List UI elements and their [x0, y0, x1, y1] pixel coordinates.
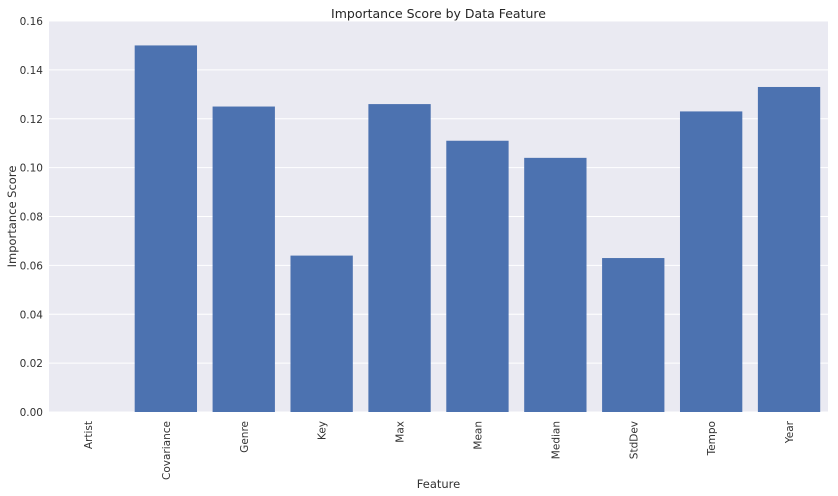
chart-title: Importance Score by Data Feature: [331, 6, 546, 21]
x-axis-label: Feature: [417, 477, 460, 491]
x-tick-label: StdDev: [628, 421, 640, 459]
y-tick-label: 0.12: [20, 114, 43, 126]
y-tick-label: 0.02: [20, 358, 43, 370]
y-tick-label: 0.14: [20, 65, 44, 77]
bar-genre: [212, 106, 275, 412]
bar-max: [368, 104, 431, 413]
y-tick-label: 0.10: [20, 163, 43, 175]
x-tick-label: Year: [784, 420, 796, 444]
x-tick-label: Genre: [239, 421, 251, 453]
bar-stddev: [602, 258, 665, 412]
bar-mean: [446, 140, 509, 412]
x-tick-label: Mean: [472, 421, 484, 450]
y-tick-label: 0.04: [20, 309, 44, 321]
x-tick-labels: Artist Covariance Genre Key Max Mean Median Std…: [83, 420, 796, 480]
bar-median: [524, 157, 587, 412]
bar-covariance: [134, 45, 198, 412]
y-tick-label: 0.16: [20, 16, 44, 28]
x-tick-label: Artist: [83, 421, 95, 449]
y-tick-label: 0.08: [20, 212, 43, 224]
bar-tempo: [679, 111, 743, 412]
bar-key: [290, 255, 353, 412]
y-tick-label: 0.06: [20, 260, 44, 272]
bars: [134, 45, 821, 413]
x-tick-label: Max: [395, 421, 407, 443]
y-tick-labels: 0.00 0.02 0.04 0.06 0.08 0.10 0.12 0.14 0.16: [20, 16, 44, 419]
x-tick-label: Covariance: [161, 421, 173, 480]
x-tick-label: Key: [317, 421, 329, 440]
y-tick-label: 0.00: [20, 407, 43, 419]
x-tick-label: Median: [550, 421, 562, 459]
x-tick-label: Tempo: [706, 421, 718, 456]
bar-year: [757, 86, 821, 412]
y-axis-label: Importance Score: [5, 166, 19, 268]
